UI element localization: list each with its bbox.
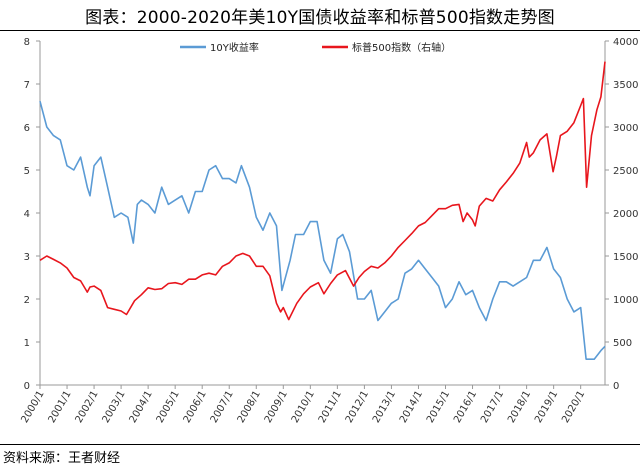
x-tick-label: 2003/1 (101, 389, 128, 425)
x-tick-label: 2013/1 (371, 389, 398, 425)
x-tick-label: 2001/1 (47, 389, 74, 425)
source-note: 资料来源：王者财经 (3, 451, 121, 466)
right-tick-label: 0 (613, 381, 619, 392)
x-tick-label: 2019/1 (533, 389, 560, 425)
x-tick-label: 2002/1 (74, 389, 101, 425)
legend-label-sp500: 标普500指数（右轴） (352, 41, 451, 54)
x-tick-label: 2015/1 (425, 389, 452, 425)
legend: 10Y收益率 标普500指数（右轴） (180, 41, 451, 54)
right-tick-label: 1000 (613, 295, 638, 306)
right-tick-label: 500 (613, 338, 632, 349)
x-tick-label: 2009/1 (263, 389, 290, 425)
right-tick-label: 2500 (613, 166, 638, 177)
x-tick-label: 2018/1 (506, 389, 533, 425)
x-tick-label: 2012/1 (344, 389, 371, 425)
left-tick-label: 0 (24, 381, 30, 392)
footer-divider (0, 444, 640, 445)
chart: 0 1 2 3 4 5 6 7 8 0 500 1000 1500 2000 2500 3000 3500 400… (19, 37, 638, 425)
left-tick-label: 2 (24, 295, 30, 306)
x-tick-label: 2007/1 (209, 389, 236, 425)
x-tick-label: 2005/1 (155, 389, 182, 425)
x-tick-label: 2006/1 (182, 389, 209, 425)
left-tick-label: 8 (24, 37, 30, 48)
right-tick-label: 3000 (613, 123, 638, 134)
x-tick-label: 2008/1 (236, 389, 263, 425)
left-tick-label: 7 (24, 80, 30, 91)
axes: 0 1 2 3 4 5 6 7 8 0 500 1000 1500 2000 2500 3000 3500 400… (19, 37, 638, 425)
right-tick-label: 2000 (613, 209, 638, 220)
title-divider (0, 30, 640, 31)
right-tick-label: 4000 (613, 37, 638, 48)
x-tick-label: 2004/1 (128, 389, 155, 425)
x-tick-label: 2020/1 (560, 389, 587, 425)
right-tick-label: 1500 (613, 252, 638, 263)
left-tick-label: 4 (24, 209, 30, 220)
x-tick-label: 2011/1 (317, 389, 344, 425)
x-tick-label: 2010/1 (290, 389, 317, 425)
chart-title: 图表：2000-2020年美10Y国债收益率和标普500指数走势图 (85, 8, 555, 28)
series-lines (39, 61, 606, 361)
x-tick-label: 2016/1 (452, 389, 479, 425)
x-tick-label: 2014/1 (398, 389, 425, 425)
left-tick-label: 5 (24, 166, 30, 177)
right-tick-label: 3500 (613, 80, 638, 91)
legend-label-yield: 10Y收益率 (210, 41, 259, 54)
x-tick-label: 2000/1 (19, 389, 46, 425)
left-tick-label: 3 (24, 252, 30, 263)
yield-10y-line (39, 100, 606, 361)
x-tick-label: 2017/1 (479, 389, 506, 425)
left-tick-label: 1 (24, 338, 30, 349)
left-tick-label: 6 (24, 123, 30, 134)
sp500-line (39, 61, 606, 321)
